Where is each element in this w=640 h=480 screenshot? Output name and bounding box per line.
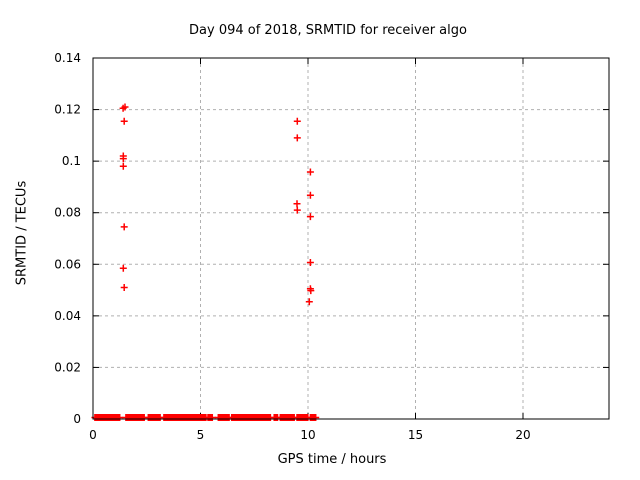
zero-band-markers xyxy=(204,414,216,421)
data-point-marker xyxy=(119,162,127,170)
zero-band-markers xyxy=(144,414,164,421)
zero-band-markers xyxy=(122,414,148,421)
data-point-marker xyxy=(121,103,129,111)
data-point-marker xyxy=(306,213,314,221)
data-point-marker xyxy=(120,284,128,291)
data-point-marker xyxy=(119,264,127,272)
zero-band-markers xyxy=(293,414,312,421)
zero-band-markers xyxy=(276,414,298,421)
y-tick-label: 0.1 xyxy=(62,154,81,168)
y-tick-label: 0.14 xyxy=(54,51,81,65)
data-point-marker xyxy=(293,206,301,214)
x-tick-label: 15 xyxy=(408,428,423,442)
y-tick-label: 0.04 xyxy=(54,309,81,323)
data-point-marker xyxy=(120,223,128,231)
data-point-marker xyxy=(293,200,301,208)
zero-band-markers xyxy=(160,414,210,421)
chart-title: Day 094 of 2018, SRMTID for receiver alg… xyxy=(189,23,467,38)
zero-band-markers xyxy=(214,414,233,421)
y-axis-label: SRMTID / TECUs xyxy=(14,180,30,286)
x-tick-label: 20 xyxy=(515,428,530,442)
data-point-marker xyxy=(305,298,313,306)
zero-band-markers xyxy=(228,414,274,421)
data-point-marker xyxy=(120,117,128,125)
data-point-marker xyxy=(119,155,127,163)
x-tick-label: 10 xyxy=(300,428,315,442)
data-point-marker xyxy=(293,117,301,125)
zero-band-markers xyxy=(91,414,124,421)
data-point-marker xyxy=(306,191,314,199)
x-tick-label: 5 xyxy=(197,428,205,442)
y-tick-label: 0.06 xyxy=(54,257,81,271)
y-tick-label: 0.12 xyxy=(54,103,81,117)
data-point-marker xyxy=(293,134,301,142)
data-point-marker xyxy=(306,259,314,266)
zero-band-markers xyxy=(306,414,320,421)
y-tick-label: 0.02 xyxy=(54,360,81,374)
x-axis-label: GPS time / hours xyxy=(277,452,387,467)
plot-frame xyxy=(92,57,610,420)
y-tick-label: 0 xyxy=(73,412,81,426)
data-point-marker xyxy=(307,287,315,295)
data-point-marker xyxy=(306,168,314,176)
x-tick-label: 0 xyxy=(89,428,97,442)
y-tick-label: 0.08 xyxy=(54,206,81,220)
